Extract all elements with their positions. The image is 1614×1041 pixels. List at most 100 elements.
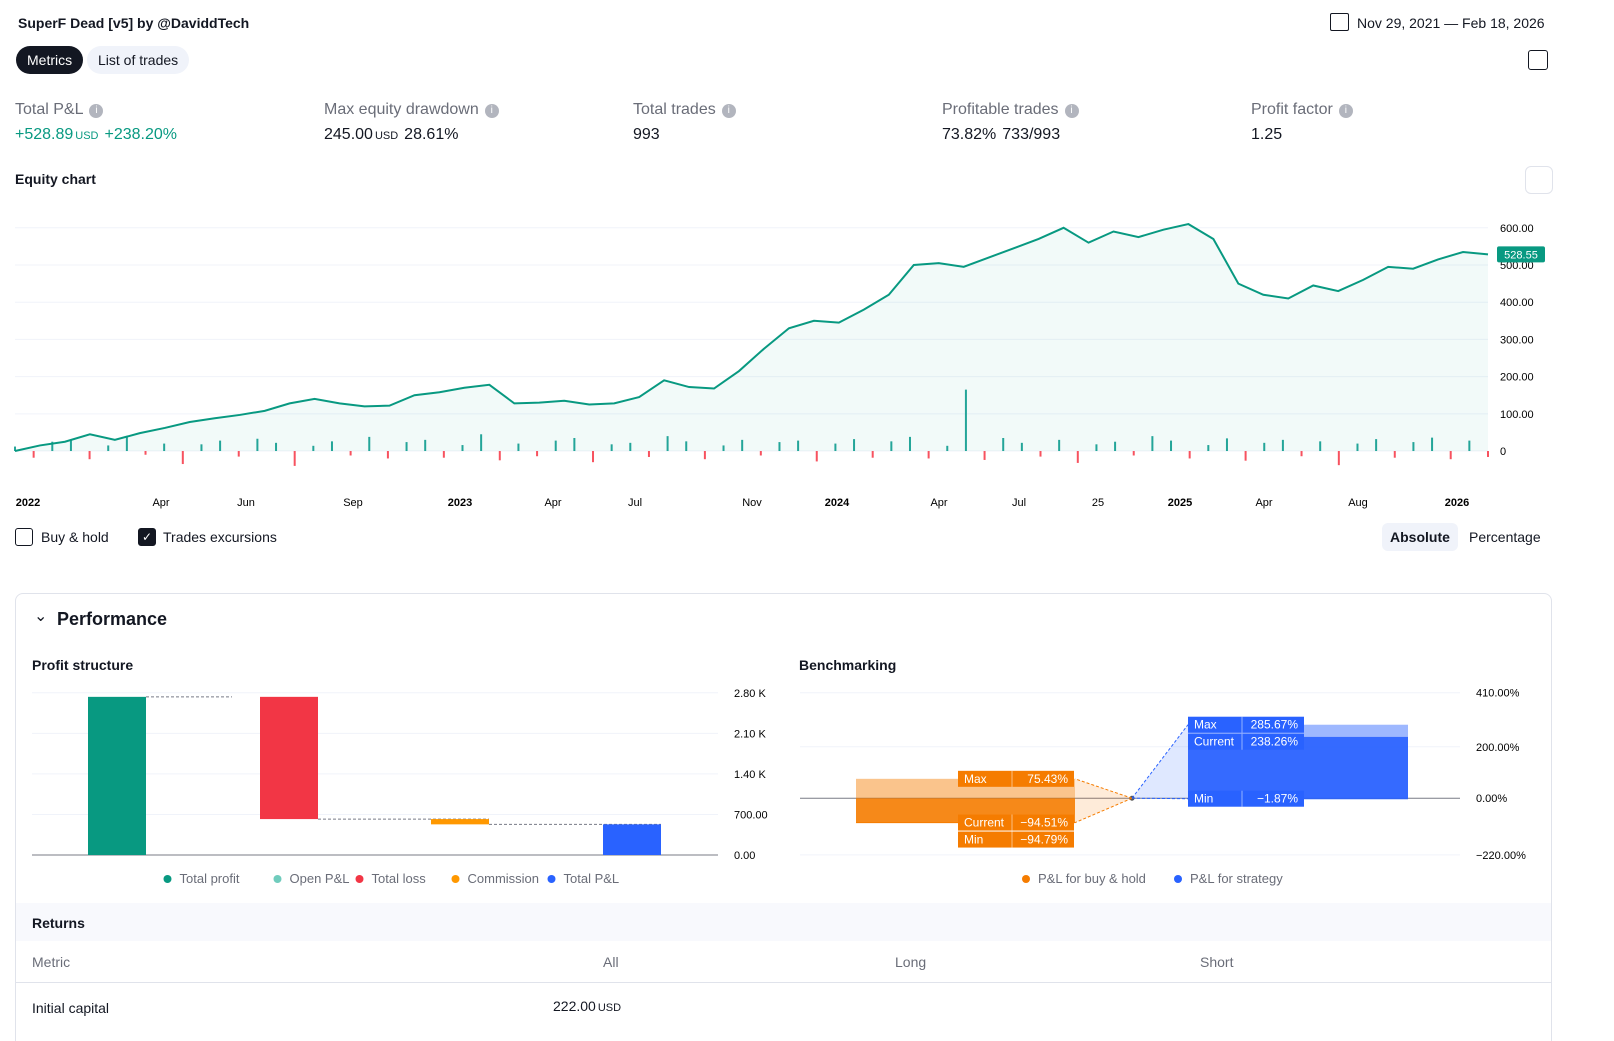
trade-bar bbox=[1132, 451, 1135, 456]
expand-button[interactable] bbox=[1525, 166, 1553, 194]
info-icon: i bbox=[89, 104, 104, 118]
trade-bar bbox=[1244, 451, 1247, 461]
toggle-button[interactable]: Percentage bbox=[1469, 529, 1541, 545]
tag-box bbox=[1188, 790, 1304, 807]
trade-bar bbox=[554, 440, 557, 452]
fan-edge bbox=[1074, 797, 1133, 824]
trade-bar bbox=[1188, 451, 1191, 459]
x-tick-label: 2025 bbox=[1168, 497, 1192, 509]
y-tick-label: 2.80 K bbox=[734, 688, 766, 700]
column-header: Long bbox=[895, 954, 927, 970]
cell: Initial capital bbox=[32, 1000, 110, 1016]
trade-bar bbox=[1020, 442, 1023, 452]
last-value: 528.55 bbox=[1504, 249, 1538, 261]
trade-bar bbox=[1207, 445, 1210, 452]
y-tick-label: 400.00 bbox=[1500, 297, 1534, 309]
unit: USD bbox=[75, 130, 99, 142]
value: +528.89 bbox=[15, 126, 74, 143]
tag-value: −94.79% bbox=[1020, 833, 1068, 847]
tab[interactable]: Metrics bbox=[16, 46, 84, 74]
trade-bar bbox=[797, 440, 800, 452]
trade-bar bbox=[349, 451, 352, 456]
trade-bar bbox=[871, 451, 874, 458]
trade-bar bbox=[330, 441, 333, 452]
unit: USD bbox=[374, 130, 399, 142]
trade-bar bbox=[1337, 451, 1340, 466]
legend-dot bbox=[451, 875, 460, 883]
legend-dot bbox=[547, 875, 556, 883]
chart-title: Profit structure bbox=[32, 657, 134, 673]
trade-bar bbox=[815, 451, 818, 462]
percent: +238.20% bbox=[104, 126, 178, 143]
bar bbox=[260, 696, 318, 820]
legend-label: Total P&L bbox=[564, 871, 620, 886]
equity-area bbox=[15, 224, 1488, 452]
legend-dot bbox=[163, 875, 172, 883]
trade-bar bbox=[181, 451, 184, 465]
legend-label: P&L for strategy bbox=[1190, 871, 1283, 886]
strategy-title[interactable]: SuperF Dead [v5] by @DaviddTech bbox=[18, 15, 250, 31]
trade-bar bbox=[722, 445, 725, 452]
checkbox[interactable] bbox=[15, 528, 33, 546]
metric-label-text: Total trades bbox=[633, 101, 716, 118]
trade-bar bbox=[1356, 443, 1359, 452]
y-tick-label: 2.10 K bbox=[734, 728, 766, 740]
trade-bar bbox=[741, 439, 744, 452]
section-title: Equity chart bbox=[15, 171, 96, 187]
trade-bar bbox=[1449, 451, 1452, 460]
trade-bar bbox=[1002, 437, 1005, 452]
table-title: Returns bbox=[32, 915, 85, 931]
trade-bar bbox=[405, 442, 408, 452]
trade-bar bbox=[312, 445, 315, 452]
trade-bar bbox=[275, 442, 278, 452]
column-header: Short bbox=[1200, 954, 1234, 970]
metric-label: Total P&L i bbox=[15, 101, 104, 119]
trade-bar bbox=[685, 441, 688, 452]
value: 1.25 bbox=[1251, 126, 1283, 143]
date-range[interactable]: Nov 29, 2021 — Feb 18, 2026 bbox=[1357, 15, 1545, 31]
layout-button[interactable] bbox=[1528, 50, 1548, 70]
metric-value: 73.82% 733/993 bbox=[942, 126, 1060, 144]
tag-box bbox=[1188, 733, 1304, 750]
checkbox-label[interactable]: Trades excursions bbox=[163, 529, 277, 545]
trade-bar bbox=[703, 451, 706, 460]
collapse-icon[interactable]: ⌄ bbox=[34, 608, 48, 625]
trade-bar bbox=[1468, 440, 1471, 452]
checkbox[interactable]: ✓ bbox=[138, 528, 156, 546]
tag-value: 285.67% bbox=[1251, 718, 1299, 732]
fan bbox=[1075, 778, 1132, 823]
bar bbox=[88, 696, 146, 855]
column-header: All bbox=[603, 954, 619, 970]
legend-label: Open P&L bbox=[290, 871, 350, 886]
trade-bar bbox=[1393, 451, 1396, 458]
trade-bar bbox=[834, 443, 837, 452]
trade-bar bbox=[1431, 437, 1434, 452]
checkbox-label[interactable]: Buy & hold bbox=[41, 529, 109, 545]
y-tick-label: 100.00 bbox=[1500, 409, 1534, 421]
chart-title: Benchmarking bbox=[799, 657, 897, 673]
trade-bar bbox=[107, 445, 110, 452]
toggle-button[interactable]: Absolute bbox=[1382, 523, 1458, 551]
value: 245.00 bbox=[324, 126, 373, 143]
y-tick-label: 500.00 bbox=[1500, 260, 1534, 272]
x-tick-label: 2023 bbox=[448, 497, 472, 509]
trade-bar bbox=[1281, 439, 1284, 452]
legend-label: Total loss bbox=[372, 871, 427, 886]
info-icon: i bbox=[484, 104, 499, 118]
metric-value: +528.89 USD +238.20% bbox=[15, 126, 177, 144]
cell-value: 222.00 bbox=[553, 998, 596, 1014]
tag-name: Min bbox=[1194, 792, 1213, 806]
y-tick-label: −220.00% bbox=[1476, 850, 1526, 862]
column-header: Metric bbox=[32, 954, 71, 970]
cell-unit: USD bbox=[597, 1002, 622, 1014]
trade-bar bbox=[256, 438, 259, 452]
fan-edge bbox=[1074, 778, 1133, 799]
metric-label-text: Profitable trades bbox=[942, 101, 1059, 118]
trade-bar bbox=[610, 444, 613, 452]
x-tick-label: Apr bbox=[152, 497, 169, 509]
performance-card bbox=[15, 593, 1552, 1041]
fan-edge bbox=[1131, 724, 1189, 799]
y-tick-label: 410.00% bbox=[1476, 688, 1520, 700]
x-tick-label: 2026 bbox=[1445, 497, 1469, 509]
tab[interactable]: List of trades bbox=[87, 46, 190, 74]
